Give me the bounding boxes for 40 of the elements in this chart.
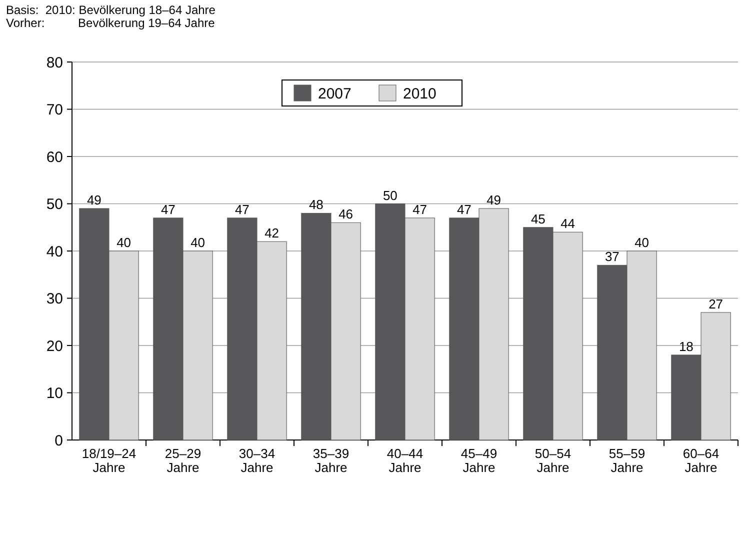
text: Basis: 2010: Bevölkerung 18–64 Jahre bbox=[6, 3, 216, 17]
data-label: 42 bbox=[264, 226, 280, 241]
data-label: 40 bbox=[634, 235, 650, 250]
x-tick-label: 40–44 Jahre bbox=[386, 446, 424, 475]
x-tick-label: 50–54 Jahre bbox=[534, 446, 572, 475]
x-tick-label: 30–34 Jahre bbox=[238, 446, 276, 475]
data-label: 40 bbox=[190, 235, 206, 250]
data-label: 47 bbox=[412, 202, 428, 217]
data-label: 45 bbox=[530, 211, 546, 226]
y-tick-label: 30 bbox=[46, 290, 63, 308]
data-label: 49 bbox=[86, 192, 102, 208]
x-tick-label: 60–64 Jahre bbox=[682, 446, 720, 475]
data-label: 27 bbox=[708, 296, 724, 312]
legend-label: 2007 bbox=[318, 85, 352, 102]
y-tick-label: 60 bbox=[46, 148, 63, 166]
data-label: 47 bbox=[456, 202, 472, 217]
data-label: 47 bbox=[160, 202, 176, 217]
y-tick-label: 50 bbox=[46, 196, 63, 213]
data-label: 47 bbox=[234, 202, 250, 217]
legend-label: 2010 bbox=[403, 85, 436, 102]
y-tick-label: 20 bbox=[46, 338, 63, 355]
x-tick-label: 35–39 Jahre bbox=[312, 446, 350, 475]
x-tick-label: 55–59 Jahre bbox=[608, 446, 646, 475]
data-label: 49 bbox=[486, 192, 502, 208]
data-label: 37 bbox=[604, 249, 620, 264]
data-label: 44 bbox=[560, 216, 576, 232]
x-tick-label: 25–29 Jahre bbox=[164, 446, 202, 475]
y-tick-label: 40 bbox=[46, 243, 63, 260]
data-label: 40 bbox=[116, 235, 132, 250]
data-label: 18 bbox=[678, 338, 694, 354]
data-label: 50 bbox=[382, 188, 398, 203]
text: Vorher: Bevölkerung 19–64 Jahre bbox=[6, 16, 216, 30]
data-label: 48 bbox=[308, 197, 324, 212]
y-tick-label: 10 bbox=[46, 385, 63, 402]
y-tick-label: 80 bbox=[46, 54, 63, 72]
y-tick-label: 70 bbox=[46, 102, 63, 118]
x-tick-label: 18/19–24 Jahre bbox=[82, 446, 136, 475]
data-label: 46 bbox=[338, 206, 354, 222]
x-tick-label: 45–49 Jahre bbox=[460, 446, 498, 475]
y-tick-label: 0 bbox=[54, 432, 63, 450]
